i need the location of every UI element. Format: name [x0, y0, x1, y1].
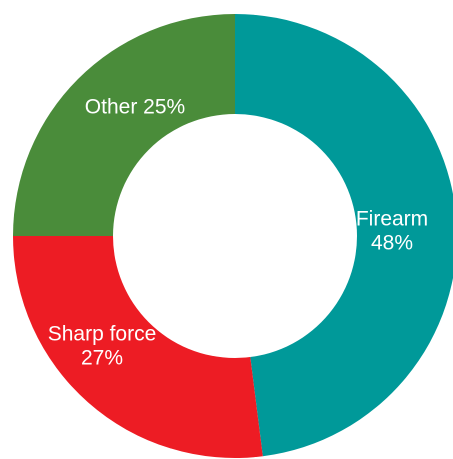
donut-hole [113, 114, 357, 358]
slice-label-other: Other 25% [85, 96, 185, 119]
slice-label-sharp-force: 27% [81, 347, 123, 370]
slice-label-firearm: Firearm [356, 208, 428, 231]
slice-label-sharp-force: Sharp force [48, 323, 157, 346]
slice-label-firearm: 48% [371, 232, 413, 255]
